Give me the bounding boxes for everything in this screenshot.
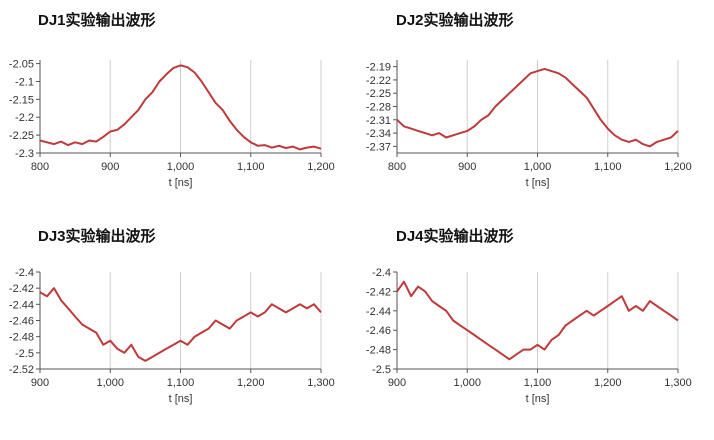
y-tick-label: -2.22: [366, 75, 391, 87]
y-tick-label: -2.3: [15, 148, 34, 160]
y-tick-label: -2.46: [9, 316, 34, 328]
y-tick-label: -2.42: [366, 286, 391, 298]
chart-title: DJ2实验输出波形: [396, 12, 514, 29]
series-line: [39, 287, 322, 362]
chart-title: DJ3实验输出波形: [38, 228, 156, 245]
x-tick-label: 1,000: [524, 161, 552, 173]
y-tick-label: -2.31: [366, 115, 391, 127]
x-tick-label: 900: [458, 161, 476, 173]
y-tick-label: -2.42: [9, 283, 34, 295]
y-tick-label: -2.25: [366, 88, 391, 100]
y-tick-label: -2.15: [9, 94, 34, 106]
y-tick-label: -2.4: [15, 267, 34, 279]
y-tick-label: -2.19: [366, 62, 391, 74]
y-tick-label: -2.48: [9, 332, 34, 344]
x-tick-label: 1,300: [664, 377, 692, 389]
x-tick-label: 1,200: [307, 161, 335, 173]
y-tick-label: -2.44: [366, 306, 391, 318]
x-tick-label: 800: [31, 161, 49, 173]
y-tick-label: -2.46: [366, 325, 391, 337]
y-tick-label: -2.1: [15, 76, 34, 88]
x-tick-label: 1,000: [96, 377, 124, 389]
x-tick-label: 1,100: [237, 161, 265, 173]
y-tick-label: -2.5: [15, 348, 34, 360]
x-tick-label: 900: [31, 377, 49, 389]
y-tick-label: -2.52: [9, 364, 34, 376]
chart-title: DJ4实验输出波形: [396, 228, 514, 245]
x-tick-label: 1,000: [167, 161, 195, 173]
x-axis-label: t [ns]: [169, 177, 193, 189]
x-tick-label: 1,100: [594, 161, 622, 173]
x-axis-label: t [ns]: [169, 393, 193, 405]
y-tick-label: -2.5: [372, 364, 391, 376]
y-tick-label: -2.44: [9, 299, 34, 311]
x-axis-label: t [ns]: [526, 393, 550, 405]
x-tick-label: 1,100: [524, 377, 552, 389]
x-tick-label: 900: [101, 161, 119, 173]
x-tick-label: 1,200: [237, 377, 265, 389]
series-line: [39, 64, 322, 151]
x-tick-label: 800: [388, 161, 406, 173]
y-tick-label: -2.34: [366, 128, 391, 140]
x-tick-label: 1,300: [307, 377, 335, 389]
y-tick-label: -2.05: [9, 59, 34, 71]
series-line: [396, 67, 679, 148]
x-tick-label: 1,200: [664, 161, 692, 173]
y-tick-label: -2.37: [366, 141, 391, 153]
x-tick-label: 1,100: [167, 377, 195, 389]
x-tick-label: 1,200: [594, 377, 622, 389]
x-axis-label: t [ns]: [526, 177, 550, 189]
y-tick-label: -2.4: [372, 267, 391, 279]
y-tick-label: -2.2: [15, 112, 34, 124]
series-line: [396, 280, 679, 361]
x-tick-label: 900: [388, 377, 406, 389]
y-tick-label: -2.28: [366, 102, 391, 114]
chart-title: DJ1实验输出波形: [38, 12, 156, 29]
x-tick-label: 1,000: [453, 377, 481, 389]
y-tick-label: -2.25: [9, 130, 34, 142]
y-tick-label: -2.48: [366, 345, 391, 357]
